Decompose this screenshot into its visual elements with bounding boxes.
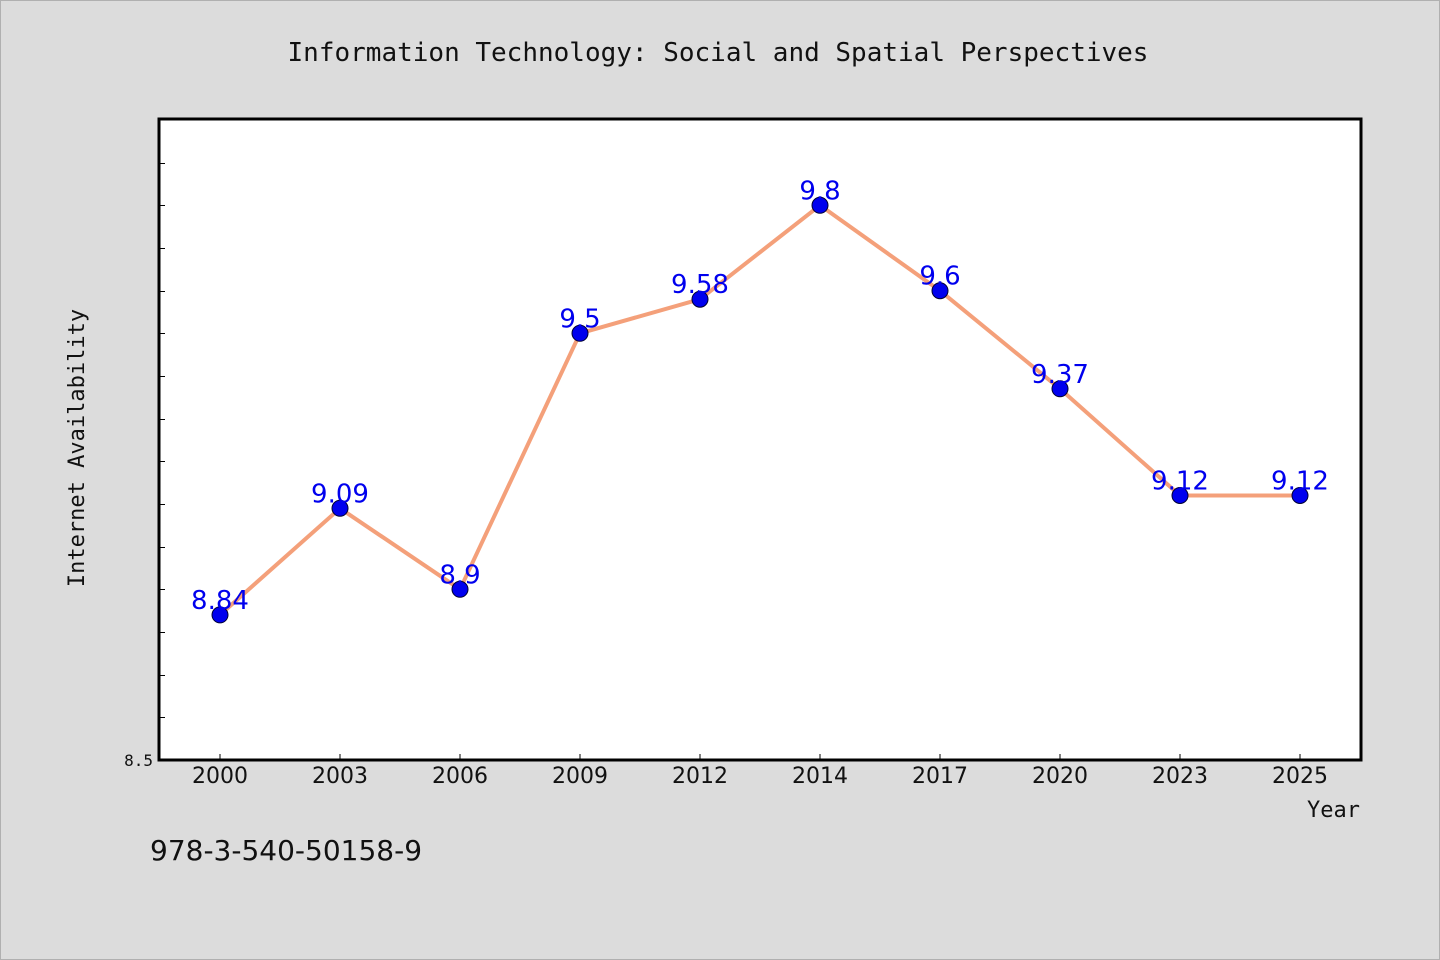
x-tick-label: 2006 (432, 764, 488, 789)
data-point-marker (331, 499, 349, 517)
x-tick-label: 2023 (1152, 764, 1208, 789)
plot-area (157, 117, 1363, 762)
y-axis-ticks (160, 163, 165, 718)
data-label: 8.9 (439, 560, 480, 590)
x-axis-label: Year (1307, 798, 1360, 823)
x-tick-labels: 2000 2003 2006 2009 2012 2014 2017 2020 2023 2025 (192, 754, 1328, 789)
data-point-marker (1291, 487, 1309, 504)
x-tick-label: 2003 (312, 764, 368, 789)
data-label: 9.37 (1031, 360, 1089, 390)
x-tick-label: 2025 (1272, 764, 1328, 789)
data-point-marker (451, 580, 469, 598)
data-point-marker (1051, 380, 1069, 398)
y-tick-label: 8.5 (124, 751, 153, 770)
series-line-layer (218, 203, 1302, 617)
data-point-marker (811, 196, 829, 214)
data-labels: 8.84 9.09 8.9 9.5 9.58 9.8 9.6 9.37 9.12 9.12 (191, 176, 1329, 616)
x-tick-label: 2012 (672, 764, 728, 789)
data-label: 9.6 (919, 262, 960, 292)
data-label: 9.09 (311, 479, 369, 509)
data-point-marker (211, 606, 229, 624)
x-tick-label: 2014 (792, 764, 848, 789)
data-point-marker (571, 324, 589, 342)
data-label: 8.84 (191, 586, 249, 616)
x-tick-label: 2020 (1032, 764, 1088, 789)
chart-title: Information Technology: Social and Spati… (288, 38, 1149, 68)
y-axis-label: Internet Availability (65, 309, 90, 587)
x-tick-label: 2000 (192, 764, 248, 789)
data-label: 9.12 (1271, 467, 1329, 497)
series-line (218, 203, 1302, 617)
data-label: 9.58 (671, 270, 729, 300)
x-tick-label: 2009 (552, 764, 608, 789)
x-tick-label: 2017 (912, 764, 968, 789)
data-label: 9.8 (799, 176, 840, 206)
data-label: 9.12 (1151, 467, 1209, 497)
series-markers (211, 196, 1309, 624)
data-label: 9.5 (559, 304, 600, 334)
isbn-footer: 978-3-540-50158-9 (150, 834, 423, 867)
data-point-marker (691, 290, 709, 308)
data-point-marker (931, 282, 949, 300)
data-point-marker (1171, 487, 1189, 504)
